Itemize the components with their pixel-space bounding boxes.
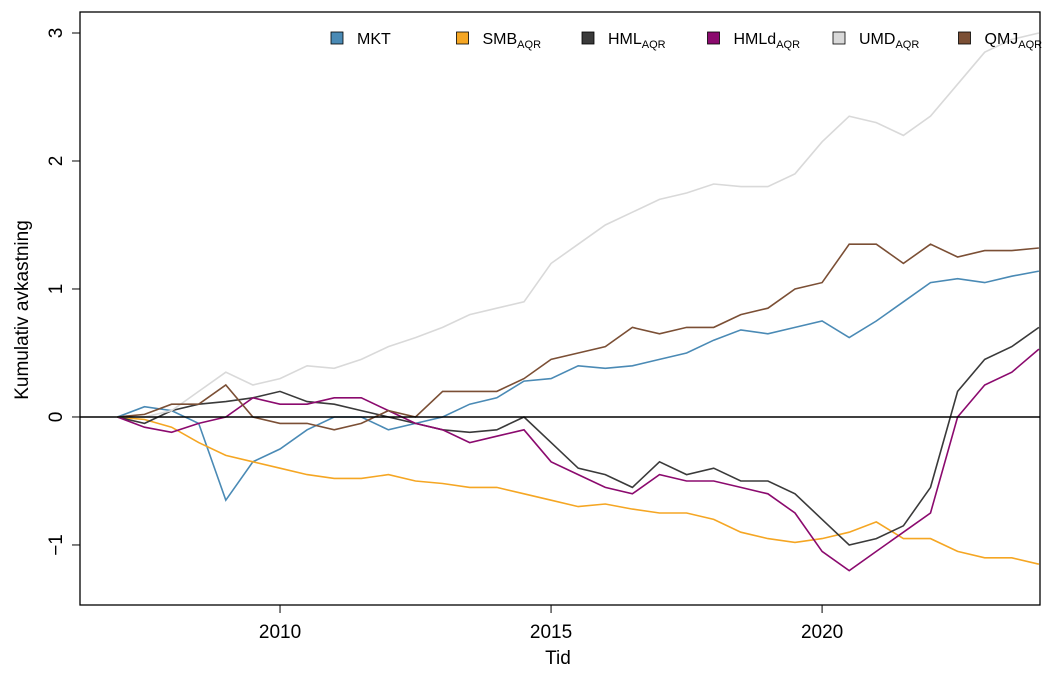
x-tick-label: 2015 (530, 622, 572, 643)
series-line (117, 348, 1040, 572)
series-line (117, 32, 1040, 418)
x-tick-label: 2020 (801, 622, 843, 643)
y-axis-label: Kumulativ avkastning (12, 220, 33, 400)
series-line (117, 326, 1040, 546)
y-tick-label: 0 (46, 412, 67, 423)
legend-name: UMD (859, 31, 895, 48)
plot-frame (79, 11, 1041, 606)
legend-swatch (456, 31, 469, 45)
legend-subscript: AQR (1018, 39, 1042, 51)
y-tick-label: 2 (46, 156, 67, 167)
legend-label: QMJAQR (985, 31, 1043, 51)
legend-swatch (330, 31, 344, 45)
legend-swatch (581, 31, 595, 45)
legend-swatch (958, 31, 971, 45)
legend-name: HML (608, 31, 642, 48)
legend-label: MKT (357, 31, 391, 48)
legend-name: QMJ (985, 31, 1019, 48)
series-line (117, 416, 1040, 565)
legend-label: HMLAQR (608, 31, 666, 51)
x-axis-label: Tid (545, 648, 571, 669)
legend-subscript: AQR (776, 39, 800, 51)
y-tick-label: 1 (46, 284, 67, 295)
legend-name: SMB (483, 31, 518, 48)
legend-name: HMLd (734, 31, 777, 48)
legend-label: HMLdAQR (734, 31, 801, 51)
legend-subscript: AQR (517, 39, 541, 51)
legend-label: UMDAQR (859, 31, 919, 51)
y-tick-label: −1 (46, 534, 67, 556)
series-line (117, 243, 1039, 431)
y-tick-label: 3 (46, 28, 67, 39)
legend-subscript: AQR (642, 39, 666, 51)
legend-label: SMBAQR (483, 31, 542, 51)
x-tick-label: 2010 (259, 622, 301, 643)
series-line (117, 270, 1040, 502)
legend-swatch (707, 31, 720, 45)
legend-name: MKT (357, 31, 391, 48)
legend-swatch (832, 31, 846, 45)
legend-subscript: AQR (895, 39, 919, 51)
